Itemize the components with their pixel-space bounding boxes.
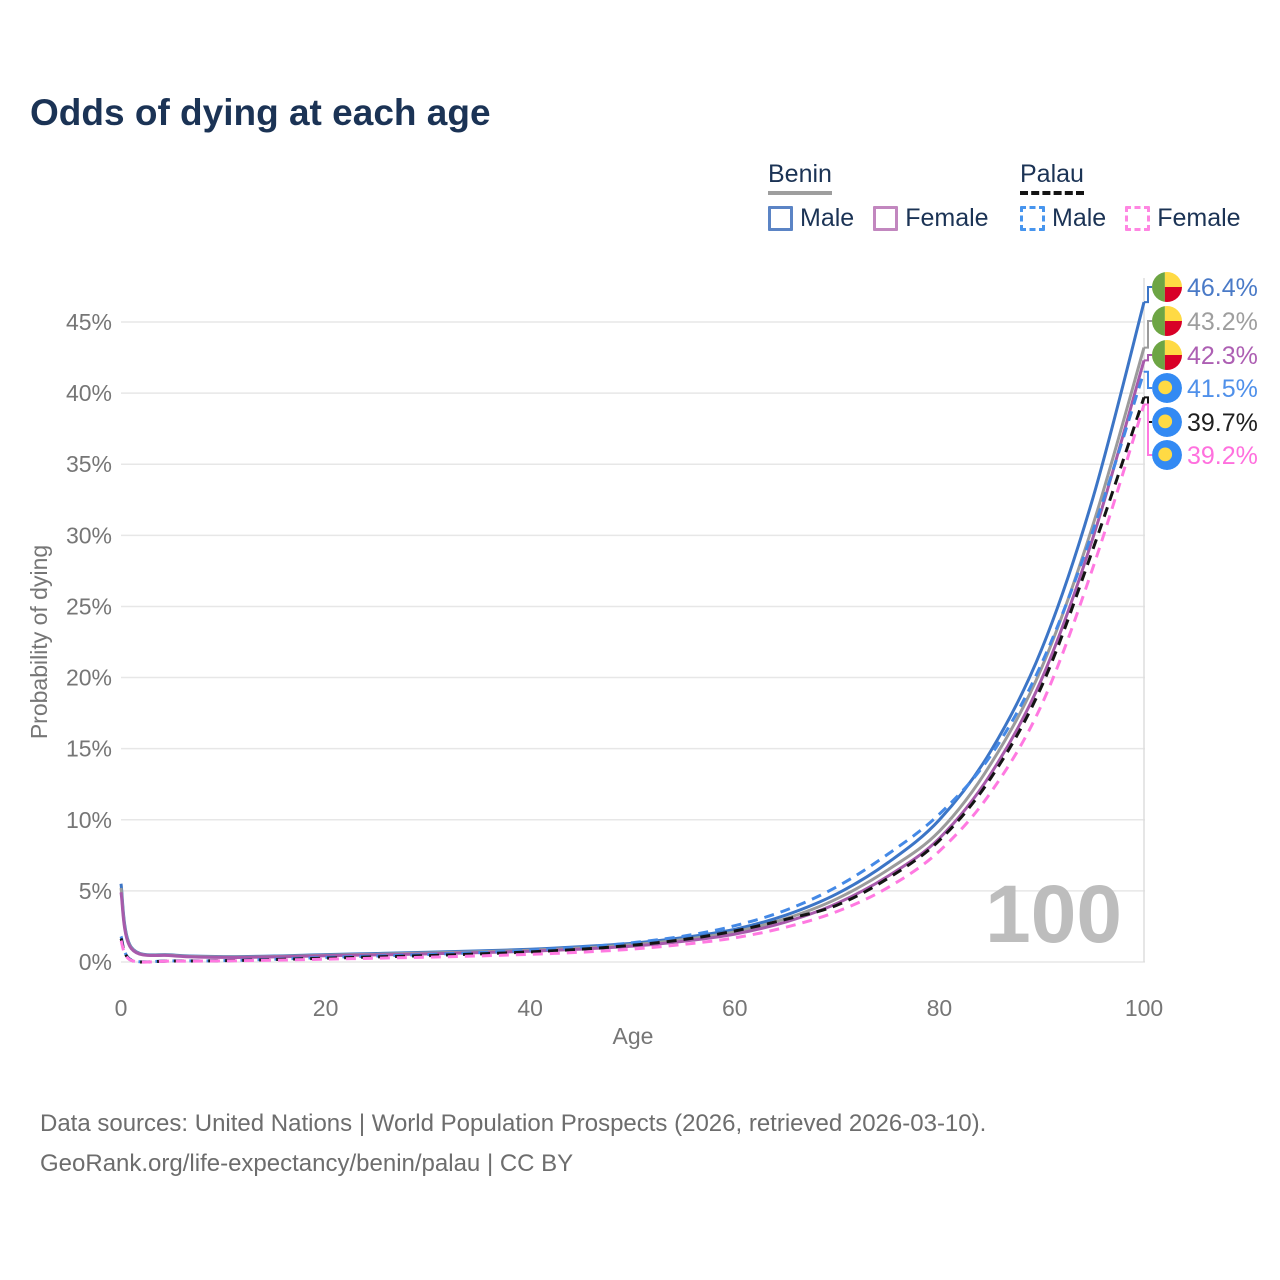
benin-male-line-swatch-icon (768, 206, 793, 231)
end-label-connector (1144, 403, 1152, 456)
end-value-label-palau-male: 41.5% (1187, 375, 1258, 403)
end-value-label-benin-female: 42.3% (1187, 342, 1258, 370)
palau-flag-icon (1152, 373, 1182, 403)
end-value-label-palau-total: 39.7% (1187, 409, 1258, 437)
legend-item-label: Male (800, 204, 855, 232)
footer-sources: Data sources: United Nations | World Pop… (40, 1110, 987, 1137)
y-tick-label: 30% (66, 522, 112, 548)
x-tick-label: 40 (517, 995, 543, 1021)
y-tick-label: 20% (66, 665, 112, 691)
y-tick-label: 10% (66, 807, 112, 833)
y-tick-label: 25% (66, 593, 112, 619)
footer-link[interactable]: GeoRank.org/life-expectancy/benin/palau … (40, 1150, 574, 1177)
end-label-connector (1144, 320, 1152, 349)
y-tick-label: 40% (66, 380, 112, 406)
x-tick-label: 60 (722, 995, 748, 1021)
legend-group-palau: Palau Male Female (1020, 160, 1241, 233)
legend-item-palau-female[interactable]: Female (1125, 204, 1241, 233)
palau-female-line-swatch-icon (1125, 206, 1151, 231)
legend-country-benin[interactable]: Benin (768, 160, 832, 195)
y-tick-label: 45% (66, 309, 112, 335)
y-tick-label: 5% (79, 878, 112, 904)
x-axis-title: Age (613, 1023, 654, 1049)
series-layer (119, 301, 1146, 964)
y-axis-title: Probability of dying (26, 545, 52, 739)
legend-item-benin-female[interactable]: Female (873, 204, 989, 233)
benin-flag-icon (1152, 272, 1182, 302)
legend-item-palau-male[interactable]: Male (1020, 204, 1106, 233)
y-tick-label: 15% (66, 736, 112, 762)
y-tick-label: 0% (79, 949, 112, 975)
x-tick-label: 20 (313, 995, 339, 1021)
age-counter-watermark: 100 (985, 869, 1122, 960)
chart-legend: Benin Male Female Palau Male Female (0, 160, 1280, 240)
series-line-benin-female[interactable] (119, 359, 1146, 959)
legend-item-label: Male (1052, 204, 1107, 232)
footer-attribution: Data sources: United Nations | World Pop… (40, 1104, 986, 1184)
end-label-connector (1144, 286, 1152, 304)
x-tick-label: 100 (1125, 995, 1163, 1021)
legend-item-label: Female (1157, 204, 1241, 232)
legend-group-benin: Benin Male Female (768, 160, 989, 233)
legend-country-palau[interactable]: Palau (1020, 160, 1084, 195)
line-chart: 0% 5% 10% 15% 20% 25% 30% 35% 40% 45% 0 20 40 60 80 100… (26, 272, 1258, 1049)
palau-flag-icon (1152, 440, 1182, 470)
end-label-layer: 46.4% 43.2% 42.3% 41.5% 39.7% 39.2% (1144, 272, 1258, 470)
series-line-benin-male[interactable] (119, 301, 1146, 959)
end-value-label-palau-female: 39.2% (1187, 442, 1258, 470)
x-tick-label: 80 (927, 995, 953, 1021)
end-value-label-benin-male: 46.4% (1187, 274, 1258, 302)
end-label-connector (1144, 370, 1152, 389)
end-value-label-benin-total: 43.2% (1187, 308, 1258, 336)
benin-flag-icon (1152, 340, 1182, 370)
y-tick-label: 35% (66, 451, 112, 477)
legend-item-benin-male[interactable]: Male (768, 204, 854, 233)
legend-item-label: Female (905, 204, 989, 232)
series-line-benin-total[interactable] (119, 347, 1146, 959)
series-line-palau-female[interactable] (119, 404, 1146, 964)
benin-flag-icon (1152, 306, 1182, 336)
palau-male-line-swatch-icon (1020, 206, 1045, 231)
benin-female-line-swatch-icon (873, 206, 899, 231)
x-tick-label: 0 (115, 995, 128, 1021)
end-label-connector (1144, 354, 1152, 362)
palau-flag-icon (1152, 407, 1182, 437)
chart-title: Odds of dying at each age (30, 92, 491, 133)
grid-layer: 0% 5% 10% 15% 20% 25% 30% 35% 40% 45% 0 20 40 60 80 100… (66, 278, 1163, 1021)
